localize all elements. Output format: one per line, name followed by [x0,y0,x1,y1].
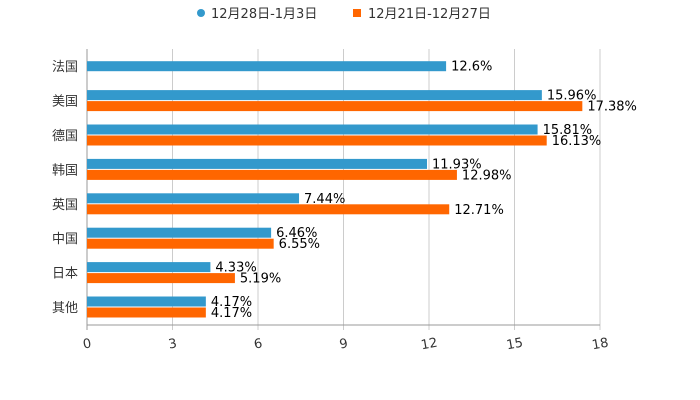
bar-week2 [87,169,457,180]
bar-week2 [87,101,583,112]
data-label: 7.44% [304,192,345,207]
x-tick-label: 0 [82,336,93,352]
bar-week1 [87,193,300,204]
x-tick-labels: 0 3 6 9 12 15 18 [82,336,610,354]
category-label: 韩国 [52,163,78,178]
category-label: 其他 [52,301,78,316]
x-tick-label: 15 [505,336,524,354]
x-tick-label: 12 [420,336,439,354]
data-label: 17.38% [587,100,637,115]
data-label: 16.13% [552,134,602,149]
data-label: 6.46% [276,226,317,241]
category-label: 法国 [52,60,78,75]
bar-week1 [87,296,206,307]
category-label: 德国 [52,129,78,144]
x-tick-label: 6 [253,336,264,352]
data-label: 4.17% [211,306,252,321]
bar-week2 [87,204,450,215]
bar-week2 [87,307,206,318]
data-label: 15.81% [543,123,593,138]
bar-week2 [87,273,235,284]
legend-label-series-1: 12月28日-1月3日 [211,7,317,22]
bar-week1 [87,227,272,238]
bar-week1 [87,262,211,273]
legend: 12月28日-1月3日 12月21日-12月27日 [197,7,491,22]
data-label: 12.98% [462,168,512,183]
data-label: 5.19% [240,272,281,287]
category-label: 美国 [52,95,78,110]
data-label: 12.71% [454,203,504,218]
bar-week1 [87,124,538,135]
category-label: 中国 [52,232,78,247]
data-label: 11.93% [432,157,482,172]
data-label: 4.17% [211,295,252,310]
data-label: 4.33% [215,261,256,276]
category-label: 英国 [52,198,78,213]
data-label: 12.6% [451,60,492,75]
bar-week2 [87,135,547,146]
bar-week2 [87,238,274,249]
bars: 12.6% 15.96%17.38% 15.81%16.13% 11.93%12.98… [87,60,637,321]
bar-week1 [87,90,542,101]
legend-marker-series-1 [197,9,205,17]
data-label: 15.96% [547,89,597,104]
data-label: 6.55% [279,237,320,252]
category-label: 日本 [52,267,78,282]
bar-week1 [87,61,447,72]
legend-marker-series-2 [353,9,361,17]
bar-week1 [87,158,428,169]
x-tick-label: 9 [338,336,349,352]
x-tick-label: 3 [167,336,178,352]
x-tick-label: 18 [591,336,610,354]
legend-label-series-2: 12月21日-12月27日 [368,7,491,22]
